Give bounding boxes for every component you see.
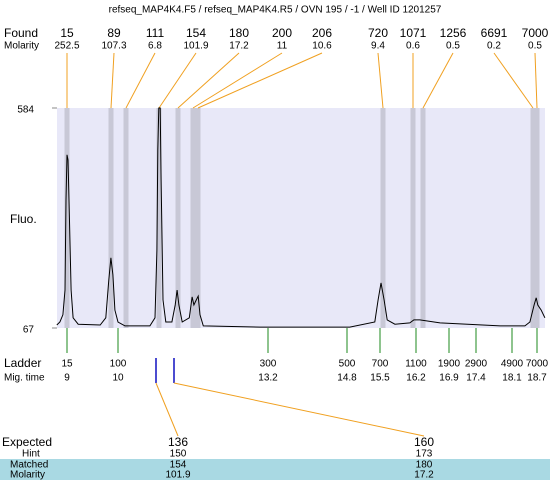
hint-label: Hint — [22, 449, 40, 460]
found-size: 720 — [368, 26, 388, 40]
found-molarity: 11 — [277, 41, 288, 52]
ladder-time: 16.9 — [439, 373, 459, 384]
ladder-time: 17.4 — [466, 373, 486, 384]
y-tick-label: 67 — [23, 325, 35, 336]
ladder-time: 10 — [112, 373, 124, 384]
peak-band — [530, 108, 536, 328]
peak-band — [156, 108, 162, 328]
found-molarity: 0.6 — [406, 41, 420, 52]
peak-band — [195, 108, 201, 328]
found-connector — [197, 52, 323, 109]
found-size: 111 — [146, 26, 165, 40]
ladder-size: 700 — [372, 359, 389, 370]
found-connector — [192, 52, 283, 109]
expected-connector — [173, 382, 425, 437]
peak-band — [108, 108, 114, 328]
peak-band — [420, 108, 426, 328]
ladder-time: 18.7 — [527, 373, 547, 384]
found-molarity: 101.9 — [183, 41, 208, 52]
ladder-label: Ladder — [4, 356, 41, 370]
peak-band — [534, 108, 540, 328]
found-size: 1071 — [400, 26, 427, 40]
y-axis-label: Fluo. — [10, 212, 37, 226]
found-connector — [422, 52, 454, 109]
found-molarity: 6.8 — [148, 41, 162, 52]
y-tick-label: 584 — [17, 105, 34, 116]
ladder-time: 14.8 — [337, 373, 357, 384]
found-size: 180 — [229, 26, 249, 40]
found-connector — [534, 52, 538, 109]
peak-band — [190, 108, 196, 328]
molarity-label: Molarity — [4, 41, 39, 52]
plot-area — [57, 108, 545, 328]
found-size: 6691 — [481, 26, 508, 40]
peak-band — [175, 108, 181, 328]
ladder-size: 100 — [110, 359, 127, 370]
found-molarity: 252.5 — [54, 41, 79, 52]
peak-band — [64, 108, 70, 328]
ladder-time: 9 — [64, 373, 70, 384]
matched-band — [0, 459, 550, 480]
found-connector — [177, 52, 240, 109]
expected-size: 160 — [414, 435, 434, 449]
found-connector — [493, 52, 534, 109]
ladder-time: 16.2 — [406, 373, 426, 384]
found-molarity: 107.3 — [101, 41, 126, 52]
found-size: 154 — [186, 26, 206, 40]
found-molarity: 9.4 — [371, 41, 385, 52]
ladder-size: 4900 — [501, 359, 524, 370]
expected-connector — [155, 382, 179, 437]
found-molarity: 0.5 — [528, 41, 542, 52]
expected-label: Expected — [2, 435, 52, 449]
found-connector — [377, 52, 384, 109]
matched-label: Matched — [10, 460, 48, 471]
found-connector — [158, 52, 197, 109]
found-molarity: 17.2 — [229, 41, 249, 52]
expected-size: 136 — [168, 435, 188, 449]
ladder-size: 15 — [61, 359, 73, 370]
found-connector — [110, 52, 115, 109]
ladder-time: 13.2 — [258, 373, 278, 384]
found-molarity: 0.5 — [446, 41, 460, 52]
found-size: 15 — [60, 26, 74, 40]
found-size: 1256 — [440, 26, 467, 40]
found-connector — [125, 52, 156, 109]
ladder-size: 1900 — [438, 359, 461, 370]
ladder-size: 300 — [260, 359, 277, 370]
ladder-size: 7000 — [526, 359, 549, 370]
ladder-time: 15.5 — [370, 373, 390, 384]
found-size: 206 — [312, 26, 332, 40]
hint-size: 150 — [170, 449, 187, 460]
ladder-size: 2900 — [465, 359, 488, 370]
found-molarity: 10.6 — [312, 41, 332, 52]
peak-band — [410, 108, 416, 328]
matched-molarity: 101.9 — [165, 470, 190, 480]
ladder-size: 500 — [339, 359, 356, 370]
ladder-time: 18.1 — [502, 373, 522, 384]
hint-size: 173 — [416, 449, 433, 460]
found-size: 89 — [107, 26, 121, 40]
trace — [56, 107, 546, 328]
time-label: Mig. time — [4, 373, 45, 384]
found-molarity: 0.2 — [487, 41, 501, 52]
matched-size: 180 — [416, 460, 433, 471]
title: refseq_MAP4K4.F5 / refseq_MAP4K4.R5 / OV… — [109, 5, 442, 16]
peak-band — [380, 108, 386, 328]
matched-molarity: 17.2 — [414, 470, 434, 480]
found-label: Found — [4, 26, 38, 40]
expected-molarity-label: Molarity — [10, 470, 45, 480]
found-size: 7000 — [522, 26, 549, 40]
found-size: 200 — [272, 26, 292, 40]
peak-band — [123, 108, 129, 328]
ladder-size: 1100 — [405, 359, 427, 370]
matched-size: 154 — [170, 460, 187, 471]
